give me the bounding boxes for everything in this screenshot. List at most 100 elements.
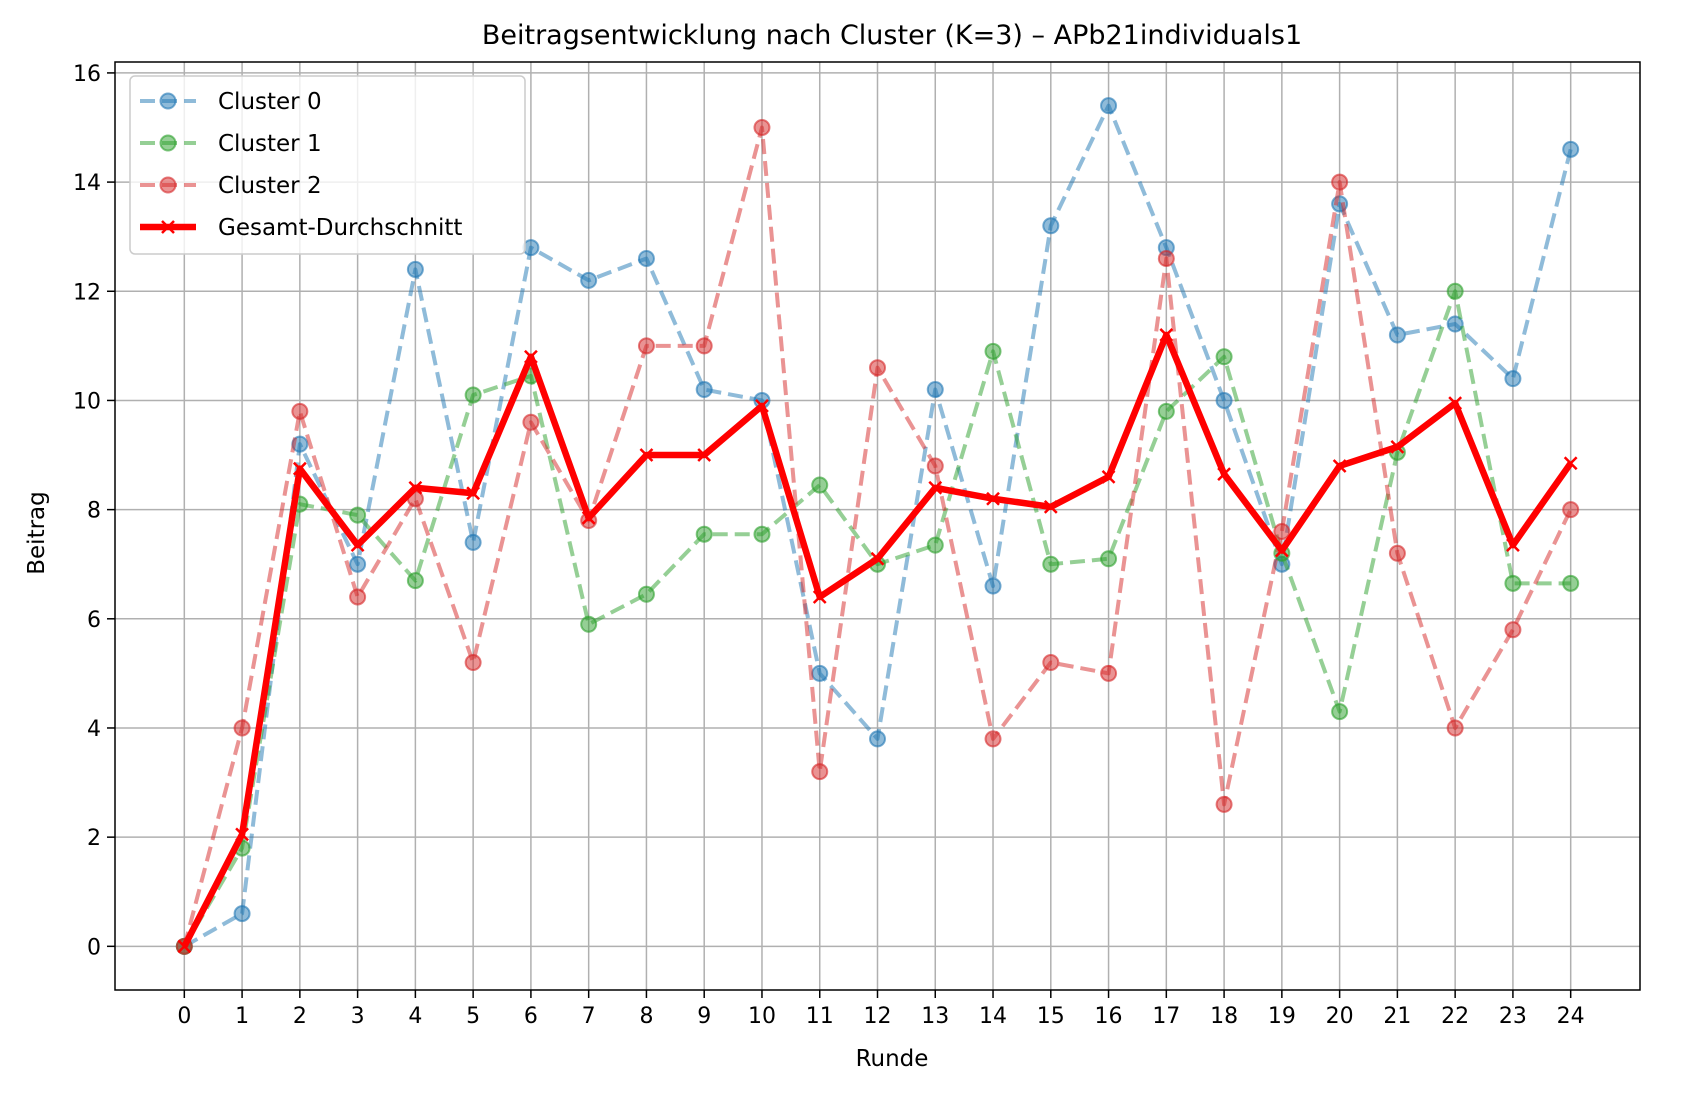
data-point bbox=[1217, 467, 1231, 482]
chart-title: Beitragsentwicklung nach Cluster (K=3) –… bbox=[482, 20, 1302, 51]
data-point bbox=[697, 448, 712, 462]
data-point bbox=[695, 525, 713, 543]
x-tick-label: 8 bbox=[639, 1004, 653, 1029]
data-point bbox=[812, 590, 827, 604]
data-point bbox=[580, 271, 598, 289]
data-point bbox=[291, 402, 309, 420]
data-point bbox=[637, 337, 655, 355]
data-point bbox=[233, 905, 251, 923]
x-tick-label: 11 bbox=[806, 1004, 834, 1029]
data-point bbox=[1215, 391, 1233, 409]
y-tick-label: 8 bbox=[87, 499, 101, 524]
data-point bbox=[524, 349, 538, 364]
y-tick-label: 6 bbox=[87, 608, 101, 633]
x-tick-label: 19 bbox=[1268, 1004, 1296, 1029]
data-point bbox=[292, 461, 307, 476]
legend-item: Gesamt-Durchschnitt bbox=[140, 215, 462, 241]
data-point bbox=[581, 510, 596, 525]
data-point bbox=[755, 399, 769, 413]
x-tick-label: 24 bbox=[1557, 1004, 1585, 1029]
data-point bbox=[464, 386, 482, 404]
y-tick-label: 2 bbox=[87, 826, 101, 851]
data-point bbox=[1274, 543, 1289, 558]
x-tick-label: 13 bbox=[921, 1004, 949, 1029]
x-tick-label: 0 bbox=[177, 1004, 191, 1029]
data-point bbox=[926, 381, 944, 399]
data-point bbox=[349, 506, 367, 524]
data-point bbox=[811, 476, 829, 494]
data-point bbox=[1331, 703, 1349, 721]
data-point bbox=[1562, 140, 1580, 158]
data-point bbox=[870, 551, 885, 566]
data-point bbox=[466, 486, 481, 501]
data-point bbox=[1504, 621, 1522, 639]
x-tick-label: 4 bbox=[408, 1004, 422, 1029]
data-point bbox=[233, 719, 251, 737]
legend-item: Cluster 0 bbox=[140, 89, 322, 115]
data-point bbox=[235, 827, 249, 842]
x-tick-label: 7 bbox=[582, 1004, 596, 1029]
y-axis: 0 2 4 6 8 10 12 14 16 bbox=[73, 62, 115, 960]
data-point bbox=[811, 763, 829, 781]
x-tick-label: 22 bbox=[1441, 1004, 1469, 1029]
data-point bbox=[1042, 653, 1060, 671]
x-tick-label: 14 bbox=[979, 1004, 1007, 1029]
data-point bbox=[984, 577, 1002, 595]
data-point bbox=[464, 653, 482, 671]
data-point bbox=[1388, 544, 1406, 562]
legend-swatch-marker bbox=[159, 176, 177, 194]
data-point bbox=[639, 448, 654, 462]
data-point bbox=[695, 337, 713, 355]
data-point bbox=[1100, 550, 1118, 568]
data-point bbox=[580, 615, 598, 633]
data-point bbox=[986, 491, 1000, 506]
data-point bbox=[177, 939, 192, 954]
data-point bbox=[1504, 574, 1522, 592]
series-3 bbox=[177, 328, 1578, 954]
y-tick-label: 4 bbox=[87, 717, 101, 742]
data-point bbox=[349, 588, 367, 606]
x-tick-label: 3 bbox=[351, 1004, 365, 1029]
legend-label: Cluster 2 bbox=[218, 173, 322, 199]
data-point bbox=[1563, 456, 1578, 471]
legend-label: Cluster 0 bbox=[218, 89, 322, 115]
data-point bbox=[1215, 348, 1233, 366]
data-point bbox=[1446, 282, 1464, 300]
data-point bbox=[753, 119, 771, 137]
x-tick-label: 20 bbox=[1326, 1004, 1354, 1029]
data-point bbox=[926, 457, 944, 475]
x-tick-label: 6 bbox=[524, 1004, 538, 1029]
x-axis-label: Runde bbox=[856, 1046, 929, 1072]
x-tick-label: 2 bbox=[293, 1004, 307, 1029]
legend-swatch-marker bbox=[161, 220, 175, 234]
legend-item: Cluster 1 bbox=[140, 131, 322, 157]
y-tick-label: 16 bbox=[73, 62, 101, 87]
data-point bbox=[522, 413, 540, 431]
legend-swatch-marker bbox=[159, 134, 177, 152]
data-point bbox=[1042, 217, 1060, 235]
data-point bbox=[1446, 719, 1464, 737]
data-point bbox=[1390, 439, 1405, 454]
x-tick-label: 16 bbox=[1095, 1004, 1123, 1029]
data-point bbox=[928, 480, 943, 495]
y-tick-label: 14 bbox=[73, 171, 101, 196]
series-layer bbox=[175, 97, 1580, 955]
data-point bbox=[984, 730, 1002, 748]
data-point bbox=[1446, 315, 1464, 333]
data-point bbox=[637, 585, 655, 603]
y-tick-label: 10 bbox=[73, 389, 101, 414]
data-point bbox=[984, 342, 1002, 360]
data-point bbox=[811, 664, 829, 682]
data-point bbox=[1332, 459, 1347, 473]
data-point bbox=[695, 381, 713, 399]
legend-item: Cluster 2 bbox=[140, 173, 322, 199]
data-point bbox=[869, 730, 886, 748]
data-point bbox=[1100, 664, 1118, 682]
x-axis: 0 1 2 3 4 5 6 7 8 9 10 11 12 13 14 15 16 17 18 19 20 21 22 23 24 bbox=[177, 990, 1585, 1029]
legend: Cluster 0 Cluster 1 Cluster 2 Gesamt-Durchs… bbox=[129, 75, 526, 255]
data-point bbox=[1331, 173, 1349, 191]
data-point bbox=[1157, 250, 1175, 268]
data-point bbox=[1101, 469, 1116, 484]
y-axis-label: Beitrag bbox=[24, 491, 50, 575]
